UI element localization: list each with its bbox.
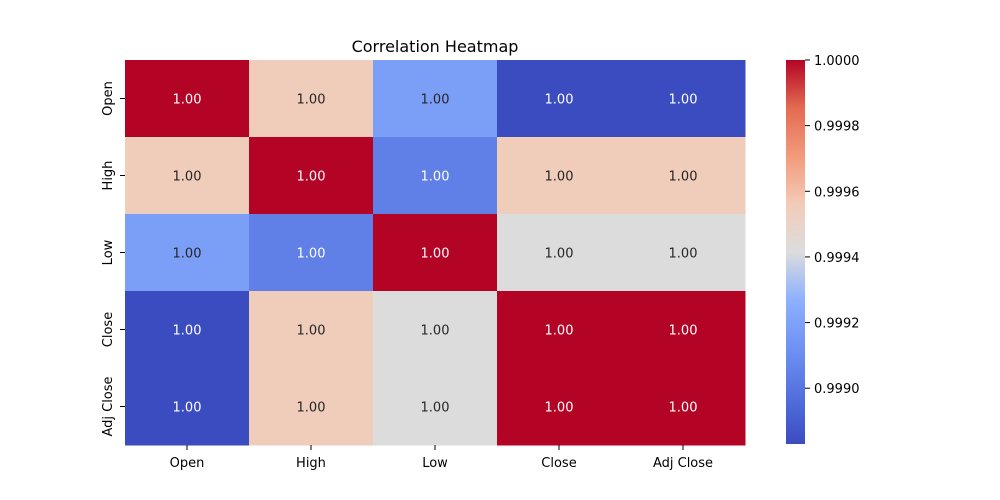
heatmap-cell [497,137,622,215]
colorbar-tick-label: 0.9998 [814,120,860,135]
cell-annotation: 1.00 [669,324,698,339]
colorbar-tick-label: 0.9990 [814,382,860,397]
cell-annotation: 1.00 [545,247,574,262]
cell-annotation: 1.00 [545,401,574,416]
heatmap-cell [621,137,746,215]
colorbar-gradient [786,60,805,444]
heatmap-cell [249,214,374,292]
cell-annotation: 1.00 [173,324,202,339]
cell-annotation: 1.00 [669,170,698,185]
x-tick-label: Low [422,456,448,471]
cell-annotation: 1.00 [421,401,450,416]
y-tick-label: High [101,161,116,191]
heatmap-cell [373,60,498,138]
heatmap-cell [249,291,374,369]
cell-annotation: 1.00 [173,93,202,108]
heatmap-cell [373,368,498,446]
cell-annotation: 1.00 [297,324,326,339]
cell-annotation: 1.00 [669,401,698,416]
heatmap-cell [125,60,250,138]
cell-annotation: 1.00 [545,93,574,108]
colorbar-tick-label: 0.9992 [814,317,860,332]
colorbar-tick-label: 1.0000 [814,54,860,69]
heatmap-cell [125,291,250,369]
cell-annotation: 1.00 [669,247,698,262]
heatmap-cell [373,291,498,369]
cell-annotation: 1.00 [669,93,698,108]
x-tick-label: Open [170,456,205,471]
cell-annotation: 1.00 [297,247,326,262]
cell-annotation: 1.00 [173,247,202,262]
y-tick-label: Open [101,81,116,116]
heatmap-cell [125,368,250,446]
x-axis: Open High Low Close Adj Close [170,445,713,471]
heatmap-cell [497,60,622,138]
heatmap-annotations: 1.00 1.00 1.00 1.00 1.00 1.00 1.00 1.00 1.00 1.00… [173,93,698,416]
y-tick-label: Low [101,239,116,265]
heatmap-cell [249,60,374,138]
heatmap-cell [497,291,622,369]
heatmap-cell [249,368,374,446]
colorbar-tick-label: 0.9994 [814,251,860,266]
heatmap-cell [497,214,622,292]
cell-annotation: 1.00 [297,93,326,108]
cell-annotation: 1.00 [421,324,450,339]
cell-annotation: 1.00 [173,170,202,185]
chart-title: Correlation Heatmap [352,37,519,56]
colorbar-tick-label: 0.9996 [814,185,860,200]
heatmap-cell [373,214,498,292]
heatmap-cell [249,137,374,215]
x-tick-label: Adj Close [653,456,713,471]
y-tick-label: Adj Close [101,376,116,436]
x-tick-label: Close [541,456,576,471]
cell-annotation: 1.00 [297,401,326,416]
heatmap-cell [621,368,746,446]
heatmap-cells [125,60,746,446]
heatmap-cell [621,60,746,138]
y-tick-label: Close [101,312,116,347]
heatmap-cell [125,214,250,292]
heatmap-cell [497,368,622,446]
heatmap-cell [373,137,498,215]
cell-annotation: 1.00 [421,247,450,262]
cell-annotation: 1.00 [421,170,450,185]
heatmap-cell [621,214,746,292]
heatmap-cell [621,291,746,369]
colorbar: 0.9990 0.9992 0.9994 0.9996 0.9998 1.0000 [786,54,860,444]
cell-annotation: 1.00 [545,170,574,185]
heatmap-cell [125,137,250,215]
y-axis: Open High Low Close Adj Close [101,81,125,437]
cell-annotation: 1.00 [173,401,202,416]
cell-annotation: 1.00 [421,93,450,108]
x-tick-label: High [296,456,326,471]
cell-annotation: 1.00 [297,170,326,185]
cell-annotation: 1.00 [545,324,574,339]
